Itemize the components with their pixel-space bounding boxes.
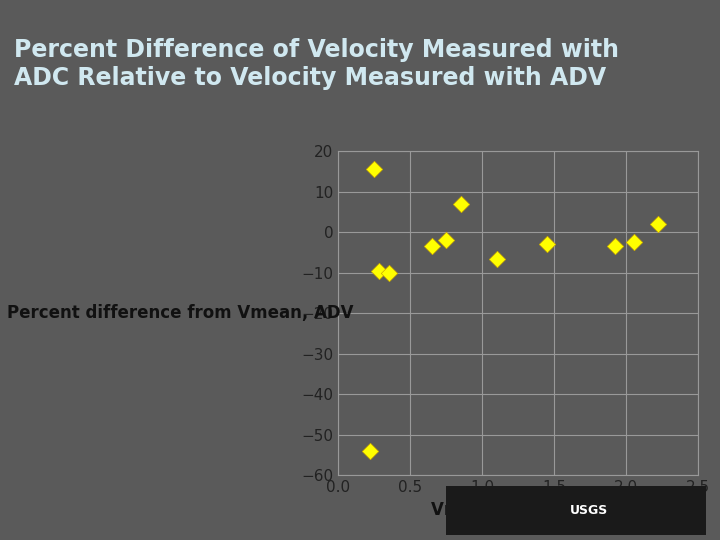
Point xyxy=(652,220,664,228)
Text: USGS: USGS xyxy=(570,504,608,517)
Point xyxy=(455,199,467,208)
Point xyxy=(628,238,639,247)
Point xyxy=(609,242,621,251)
Point xyxy=(441,236,452,245)
Point xyxy=(369,165,380,174)
Point xyxy=(383,268,395,277)
Point xyxy=(541,240,553,248)
Text: Percent Difference of Velocity Measured with
ADC Relative to Velocity Measured w: Percent Difference of Velocity Measured … xyxy=(14,38,619,90)
Point xyxy=(426,242,438,251)
Point xyxy=(364,447,376,455)
Point xyxy=(373,266,384,275)
X-axis label: Vmean, ADC in ft/s: Vmean, ADC in ft/s xyxy=(431,501,606,518)
Text: Percent difference from Vmean, ADV: Percent difference from Vmean, ADV xyxy=(7,304,354,322)
Point xyxy=(491,254,503,263)
